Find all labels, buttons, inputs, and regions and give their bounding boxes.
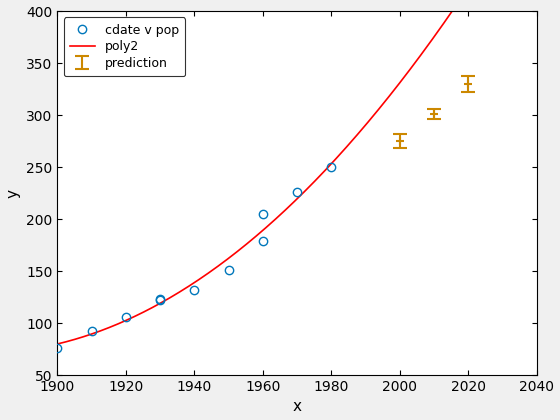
cdate v pop [157, 298, 164, 303]
cdate v pop [294, 189, 301, 194]
cdate v pop [225, 268, 232, 273]
cdate v pop [157, 297, 164, 302]
poly2 [284, 205, 291, 210]
Line: cdate v pop: cdate v pop [53, 163, 335, 352]
Y-axis label: y: y [6, 189, 21, 197]
poly2 [54, 341, 60, 346]
poly2 [314, 176, 320, 181]
cdate v pop [88, 329, 95, 334]
poly2 [447, 11, 454, 16]
cdate v pop [259, 211, 266, 216]
Line: poly2: poly2 [57, 0, 537, 344]
Legend: cdate v pop, poly2, prediction: cdate v pop, poly2, prediction [64, 17, 185, 76]
cdate v pop [123, 314, 129, 319]
cdate v pop [191, 287, 198, 292]
cdate v pop [328, 165, 335, 170]
poly2 [339, 149, 346, 154]
cdate v pop [54, 346, 60, 351]
X-axis label: x: x [293, 399, 302, 415]
cdate v pop [259, 239, 266, 244]
poly2 [282, 208, 288, 213]
